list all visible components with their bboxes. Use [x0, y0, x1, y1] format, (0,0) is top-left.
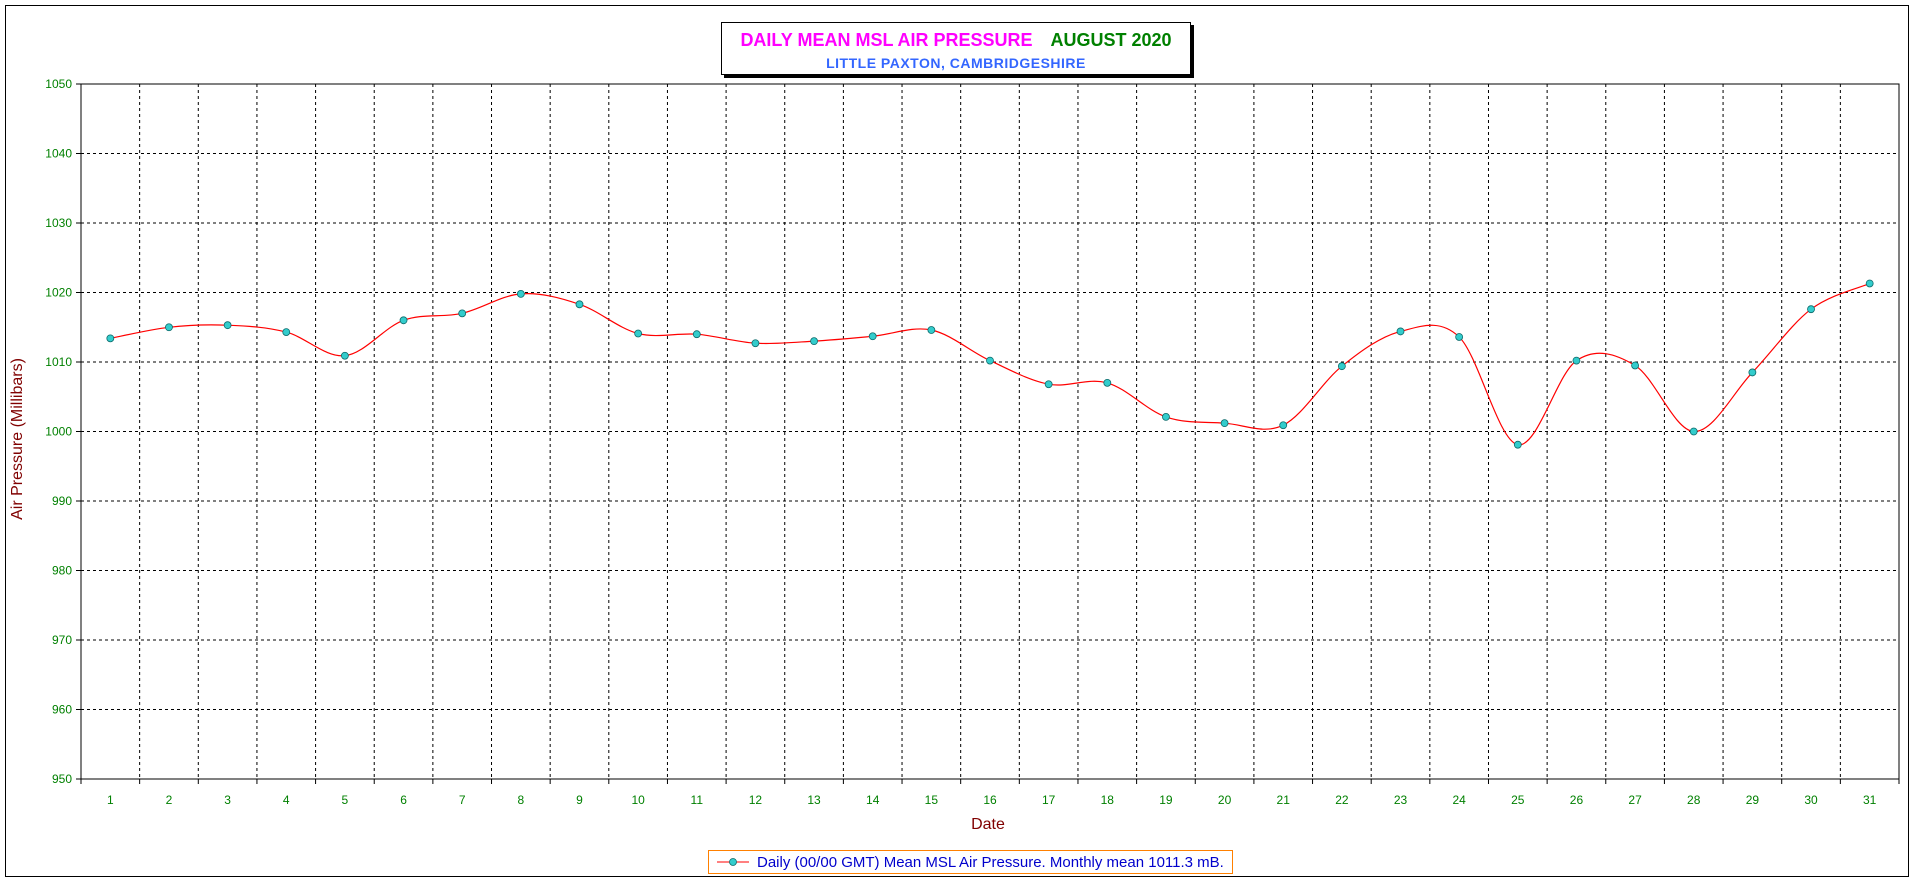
data-point-day-28 [1689, 427, 1698, 436]
y-tick-label-1030: 1030 [45, 216, 72, 230]
x-tick-label-5: 5 [342, 793, 349, 807]
data-point-day-12 [751, 339, 760, 348]
x-tick-label-17: 17 [1042, 793, 1056, 807]
x-tick-label-15: 15 [925, 793, 939, 807]
grid [81, 84, 1899, 779]
x-tick-label-29: 29 [1746, 793, 1760, 807]
y-axis-label: Air Pressure (Millibars) [9, 358, 26, 520]
axes: 9509609709809901000101010201030104010501… [45, 77, 1900, 807]
x-tick-label-27: 27 [1628, 793, 1642, 807]
data-point-day-8 [516, 289, 525, 298]
data-point-day-13 [810, 337, 818, 346]
data-point-day-25 [1513, 440, 1522, 449]
x-tick-label-7: 7 [459, 793, 466, 807]
data-point-day-16 [986, 356, 994, 365]
plot-area-border [80, 83, 1900, 780]
data-point-day-23 [1396, 327, 1405, 336]
data-point-day-3 [223, 321, 232, 330]
x-tick-label-2: 2 [166, 793, 173, 807]
x-tick-label-28: 28 [1687, 793, 1701, 807]
data-point-day-21 [1279, 421, 1288, 430]
chart-frame [5, 5, 1909, 877]
x-tick-label-19: 19 [1159, 793, 1173, 807]
y-tick-label-1000: 1000 [45, 425, 72, 439]
series-pressure [106, 279, 1874, 449]
y-tick-label-1050: 1050 [45, 77, 72, 91]
x-tick-label-6: 6 [400, 793, 407, 807]
legend: Daily (00/00 GMT) Mean MSL Air Pressure.… [708, 850, 1233, 874]
data-point-day-30 [1807, 305, 1815, 314]
y-tick-label-960: 960 [52, 703, 72, 717]
x-tick-label-14: 14 [866, 793, 880, 807]
x-tick-label-30: 30 [1804, 793, 1818, 807]
x-tick-label-25: 25 [1511, 793, 1525, 807]
x-axis-label: Date [971, 816, 1005, 833]
data-point-day-20 [1220, 419, 1229, 428]
chart-subtitle: LITTLE PAXTON, CAMBRIDGESHIRE [826, 55, 1086, 71]
x-tick-label-4: 4 [283, 793, 290, 807]
data-point-day-4 [282, 328, 291, 337]
data-point-day-5 [341, 351, 349, 360]
y-tick-label-980: 980 [52, 564, 72, 578]
y-tick-label-950: 950 [52, 772, 72, 786]
data-point-day-18 [1103, 378, 1112, 387]
chart-title: DAILY MEAN MSL AIR PRESSURE AUGUST 2020 [722, 30, 1190, 51]
data-point-day-24 [1455, 333, 1464, 341]
x-tick-label-20: 20 [1218, 793, 1232, 807]
x-tick-label-10: 10 [631, 793, 645, 807]
data-point-day-1 [106, 334, 115, 343]
data-point-day-9 [575, 300, 584, 309]
series-line [110, 282, 1870, 446]
data-point-day-27 [1631, 361, 1639, 370]
data-point-day-15 [927, 326, 936, 334]
x-tick-label-8: 8 [517, 793, 524, 807]
data-point-day-19 [1162, 413, 1170, 421]
y-tick-label-1040: 1040 [45, 147, 72, 161]
data-point-day-11 [692, 330, 701, 339]
x-tick-label-21: 21 [1277, 793, 1291, 807]
data-point-day-26 [1572, 356, 1581, 365]
data-point-day-29 [1748, 368, 1757, 377]
x-tick-label-9: 9 [576, 793, 583, 807]
x-tick-label-23: 23 [1394, 793, 1408, 807]
legend-label: Daily (00/00 GMT) Mean MSL Air Pressure.… [757, 853, 1224, 871]
chart-title-box: DAILY MEAN MSL AIR PRESSURE AUGUST 2020 L… [721, 22, 1191, 75]
x-tick-label-11: 11 [691, 793, 704, 807]
x-tick-label-3: 3 [224, 793, 231, 807]
y-tick-label-1010: 1010 [45, 355, 72, 369]
y-tick-label-970: 970 [52, 633, 72, 647]
title-main-text: DAILY MEAN MSL AIR PRESSURE [740, 30, 1033, 50]
data-point-day-2 [165, 323, 173, 332]
data-point-day-6 [399, 316, 408, 325]
title-month-text: AUGUST 2020 [1050, 30, 1172, 50]
legend-line-marker-icon [717, 858, 749, 866]
x-tick-label-13: 13 [807, 793, 821, 807]
data-point-day-22 [1337, 362, 1346, 371]
x-tick-label-16: 16 [983, 793, 997, 807]
data-point-day-14 [868, 332, 877, 341]
x-tick-label-22: 22 [1335, 793, 1349, 807]
data-point-day-31 [1865, 279, 1874, 288]
x-tick-label-1: 1 [107, 793, 114, 807]
data-point-day-17 [1044, 380, 1053, 389]
y-tick-label-1020: 1020 [45, 286, 72, 300]
y-tick-label-990: 990 [52, 494, 72, 508]
data-point-day-7 [458, 309, 467, 318]
x-tick-label-26: 26 [1570, 793, 1584, 807]
data-point-day-10 [634, 329, 643, 338]
x-tick-label-31: 31 [1863, 793, 1877, 807]
x-tick-label-18: 18 [1101, 793, 1115, 807]
x-tick-label-12: 12 [749, 793, 763, 807]
x-tick-label-24: 24 [1452, 793, 1466, 807]
